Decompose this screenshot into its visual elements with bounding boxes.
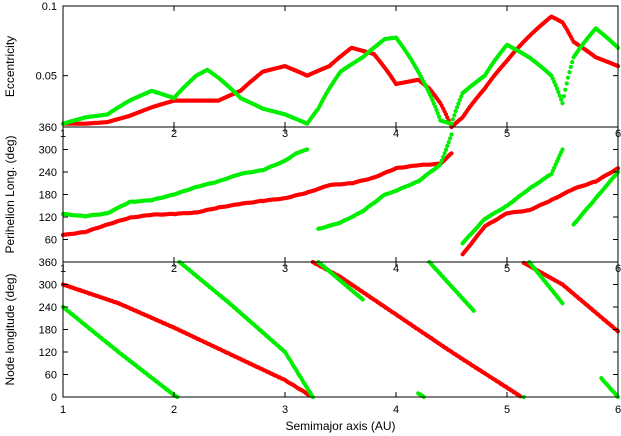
data-point — [559, 97, 564, 102]
data-point — [446, 140, 451, 145]
data-point — [567, 70, 572, 75]
data-point — [450, 117, 455, 122]
data-point — [459, 94, 464, 99]
y-tick-label: 360 — [39, 257, 57, 269]
x-tick-label: 5 — [504, 263, 510, 275]
y-tick-label: 180 — [39, 190, 57, 202]
x-axis-title: Semimajor axis (AU) — [285, 419, 395, 433]
data-point — [565, 75, 571, 80]
data-point — [550, 76, 555, 81]
x-tick-label: 4 — [393, 263, 399, 275]
x-tick-label: 1 — [60, 404, 66, 416]
y-axis-title-middle: Perihelion Long. (deg) — [3, 135, 17, 253]
data-point — [453, 109, 458, 114]
data-point — [471, 308, 476, 313]
data-point — [439, 158, 444, 163]
data-point — [557, 93, 562, 98]
data-point — [560, 301, 565, 306]
data-point — [553, 83, 558, 88]
data-point — [560, 101, 565, 106]
data-point — [454, 105, 460, 110]
data-point — [554, 86, 560, 91]
y-tick-label: 120 — [39, 347, 57, 359]
data-point — [434, 107, 439, 113]
x-tick-label: 4 — [393, 404, 399, 416]
data-point — [437, 114, 442, 119]
x-tick-label: 5 — [504, 404, 510, 416]
data-point — [442, 151, 447, 156]
x-tick-label: 6 — [615, 404, 621, 416]
data-point — [433, 104, 438, 109]
data-point — [445, 143, 450, 148]
x-tick-label: 3 — [282, 404, 288, 416]
y-tick-label: 180 — [39, 325, 57, 337]
y-tick-label: 240 — [39, 302, 57, 314]
y-tick-label: 60 — [45, 370, 57, 382]
y-axis-title-bottom: Node longitude (deg) — [3, 273, 17, 385]
y-tick-label: 300 — [39, 145, 57, 157]
y-tick-label: 360 — [39, 122, 57, 134]
data-point — [305, 147, 310, 152]
series-top-1 — [60, 14, 621, 130]
x-tick-label: 4 — [393, 128, 399, 140]
data-point — [448, 136, 453, 141]
x-tick-label: 5 — [504, 128, 510, 140]
data-point — [552, 79, 557, 84]
data-point — [457, 97, 462, 103]
data-point — [449, 132, 454, 137]
data-point — [456, 101, 461, 106]
y-tick-label: 240 — [39, 167, 57, 179]
y-tick-label: 120 — [39, 212, 57, 224]
data-point — [360, 297, 365, 302]
data-point — [443, 147, 449, 152]
y-tick-label: 300 — [39, 280, 57, 292]
data-point — [561, 94, 567, 99]
data-point — [441, 154, 446, 160]
data-point — [438, 162, 443, 167]
series-bottom-1 — [60, 259, 621, 399]
y-tick-label: 60 — [45, 235, 57, 247]
data-point — [560, 147, 565, 152]
x-tick-label: 2 — [171, 404, 177, 416]
data-point — [449, 151, 454, 156]
y-tick-label: 0 — [51, 392, 57, 404]
y-axis-title-top: Eccentricity — [3, 36, 17, 97]
x-tick-label: 3 — [282, 128, 288, 140]
series-middle-2 — [60, 132, 621, 246]
plot-frame-middle — [62, 126, 619, 263]
data-point — [449, 121, 454, 126]
data-point — [556, 89, 561, 95]
data-point — [570, 60, 575, 65]
data-point — [563, 87, 568, 92]
x-tick-label: 2 — [171, 128, 177, 140]
y-tick-label: 0.1 — [42, 1, 57, 13]
data-point — [568, 64, 573, 70]
series-bottom-2 — [60, 259, 621, 400]
x-tick-label: 3 — [282, 263, 288, 275]
x-tick-label: 2 — [171, 263, 177, 275]
data-point — [435, 111, 440, 116]
series-middle-1 — [60, 151, 621, 257]
data-point — [564, 81, 569, 86]
y-tick-label: 0.05 — [36, 71, 57, 83]
data-point — [552, 165, 557, 170]
series-top-2 — [60, 26, 621, 126]
data-point — [452, 113, 457, 118]
